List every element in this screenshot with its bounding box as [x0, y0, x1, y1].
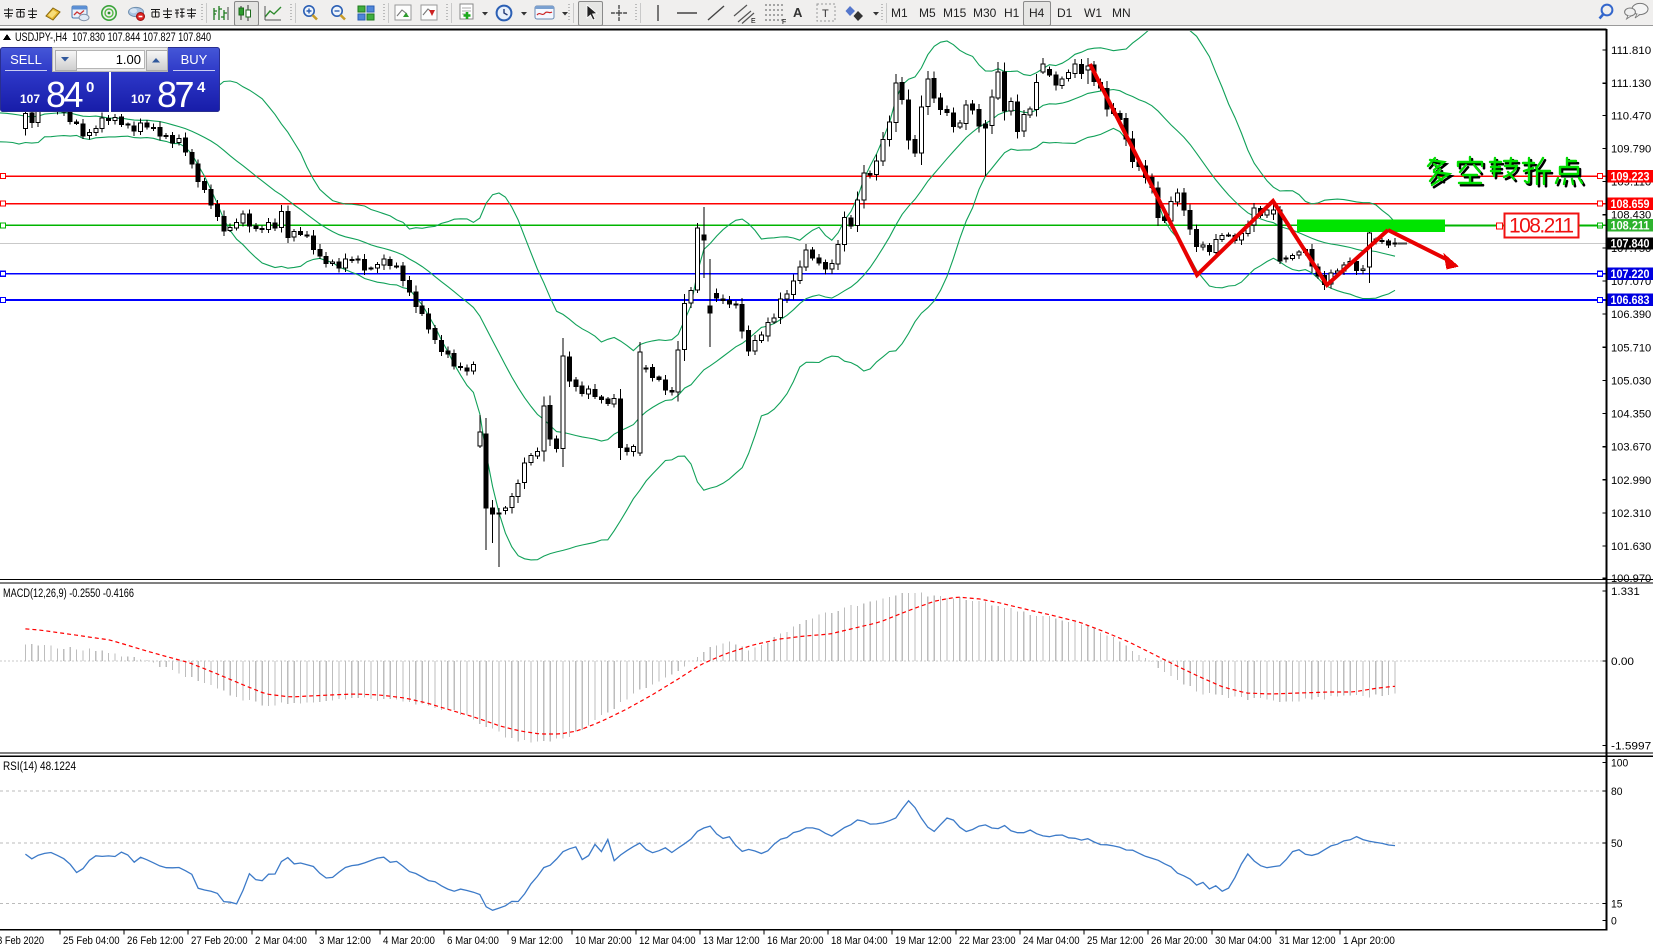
- svg-text:12 Mar 04:00: 12 Mar 04:00: [639, 935, 696, 947]
- svg-text:1 Apr 20:00: 1 Apr 20:00: [1343, 935, 1395, 947]
- svg-text:USDJPY-,H4 107.830 107.844 10: USDJPY-,H4 107.830 107.844 107.827 107.8…: [15, 32, 211, 44]
- svg-text:108.659: 108.659: [1611, 198, 1651, 211]
- svg-text:0.00: 0.00: [1611, 656, 1634, 668]
- svg-text:108.211: 108.211: [1611, 220, 1651, 233]
- svg-text:107.840: 107.840: [1611, 238, 1650, 251]
- svg-text:10 Mar 20:00: 10 Mar 20:00: [575, 935, 632, 947]
- svg-text:106.390: 106.390: [1611, 309, 1651, 321]
- svg-text:2 Mar 04:00: 2 Mar 04:00: [255, 935, 307, 947]
- svg-text:103.670: 103.670: [1611, 442, 1651, 454]
- svg-text:18 Mar 04:00: 18 Mar 04:00: [831, 935, 888, 947]
- svg-text:24 Mar 04:00: 24 Mar 04:00: [1023, 935, 1080, 947]
- svg-text:105.030: 105.030: [1611, 375, 1651, 387]
- svg-text:T: T: [822, 8, 829, 20]
- svg-text:0: 0: [1611, 916, 1617, 928]
- svg-text:109.223: 109.223: [1611, 170, 1651, 183]
- svg-text:102.990: 102.990: [1611, 475, 1651, 487]
- svg-text:23 Feb 2020: 23 Feb 2020: [0, 935, 44, 947]
- svg-text:27 Feb 20:00: 27 Feb 20:00: [191, 935, 248, 947]
- svg-text:-1.5997: -1.5997: [1611, 741, 1651, 753]
- svg-text:107.220: 107.220: [1611, 268, 1650, 281]
- svg-text:31 Mar 12:00: 31 Mar 12:00: [1279, 935, 1336, 947]
- svg-text:16 Mar 20:00: 16 Mar 20:00: [767, 935, 824, 947]
- svg-text:RSI(14) 48.1224: RSI(14) 48.1224: [3, 761, 77, 773]
- svg-text:F: F: [782, 19, 786, 24]
- svg-text:101.630: 101.630: [1611, 541, 1651, 553]
- svg-text:4 Mar 20:00: 4 Mar 20:00: [383, 935, 435, 947]
- svg-text:26 Mar 20:00: 26 Mar 20:00: [1151, 935, 1208, 947]
- svg-text:25 Feb 04:00: 25 Feb 04:00: [63, 935, 120, 947]
- svg-text:MACD(12,26,9) -0.2550 -0.4166: MACD(12,26,9) -0.2550 -0.4166: [3, 588, 134, 600]
- svg-text:9 Mar 12:00: 9 Mar 12:00: [511, 935, 563, 947]
- svg-text:100: 100: [1611, 758, 1628, 770]
- svg-text:30 Mar 04:00: 30 Mar 04:00: [1215, 935, 1272, 947]
- svg-text:80: 80: [1611, 786, 1623, 798]
- svg-text:111.130: 111.130: [1611, 78, 1651, 90]
- svg-text:22 Mar 23:00: 22 Mar 23:00: [959, 935, 1016, 947]
- svg-text:15: 15: [1611, 899, 1623, 911]
- svg-text:50: 50: [1611, 838, 1623, 850]
- svg-text:19 Mar 12:00: 19 Mar 12:00: [895, 935, 952, 947]
- svg-text:108.211: 108.211: [1509, 215, 1574, 238]
- svg-text:100.970: 100.970: [1611, 573, 1651, 585]
- svg-text:106.683: 106.683: [1611, 294, 1651, 307]
- svg-text:13 Mar 12:00: 13 Mar 12:00: [703, 935, 760, 947]
- svg-text:110.470: 110.470: [1611, 110, 1651, 122]
- svg-text:108.430: 108.430: [1611, 210, 1651, 222]
- svg-text:26 Feb 12:00: 26 Feb 12:00: [127, 935, 184, 947]
- svg-text:6 Mar 04:00: 6 Mar 04:00: [447, 935, 499, 947]
- svg-text:109.790: 109.790: [1611, 144, 1651, 156]
- svg-text:1.331: 1.331: [1611, 586, 1640, 598]
- svg-text:104.350: 104.350: [1611, 409, 1651, 421]
- svg-text:102.310: 102.310: [1611, 508, 1651, 520]
- svg-text:3 Mar 12:00: 3 Mar 12:00: [319, 935, 371, 947]
- svg-text:25 Mar 12:00: 25 Mar 12:00: [1087, 935, 1144, 947]
- svg-text:105.710: 105.710: [1611, 342, 1651, 354]
- svg-text:E: E: [751, 18, 756, 24]
- svg-text:111.810: 111.810: [1611, 45, 1651, 57]
